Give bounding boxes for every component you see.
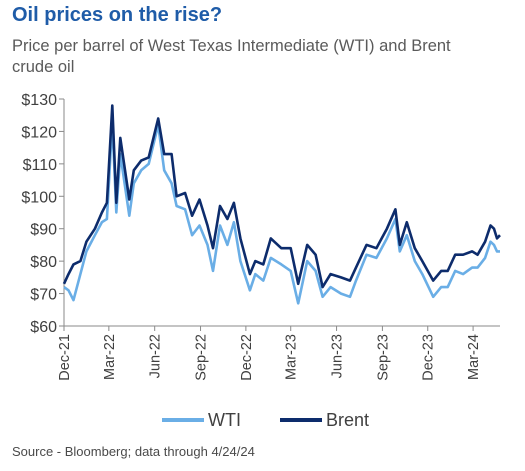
legend-label-wti: WTI <box>208 410 241 430</box>
x-tick-label: Jun-23 <box>330 334 346 378</box>
y-tick-label: $90 <box>30 222 57 239</box>
x-axis: Dec-21 Mar-22 Jun-22 Sep-22 Dec-22 Mar-23 Jun-… <box>57 325 500 381</box>
series-lines <box>62 104 501 305</box>
y-tick-label: $60 <box>30 319 57 336</box>
x-tick-label: Sep-23 <box>375 334 391 381</box>
legend-item-wti: WTI <box>162 410 241 430</box>
x-tick-labels: Dec-21 Mar-22 Jun-22 Sep-22 Dec-22 Mar-23 Jun-… <box>57 326 482 381</box>
y-tick-label: $100 <box>21 189 57 206</box>
x-tick-label: Jun-22 <box>148 334 164 378</box>
x-tick-label: Sep-22 <box>194 334 210 381</box>
y-tick-label: $80 <box>30 254 57 271</box>
x-tick-label: Mar-23 <box>284 334 300 380</box>
y-tick-label: $120 <box>21 124 57 141</box>
x-tick-label: Dec-22 <box>239 334 255 381</box>
y-tick-label: $70 <box>30 287 57 304</box>
y-tick-label: $130 <box>21 92 57 109</box>
x-tick-label: Mar-22 <box>102 334 118 380</box>
x-tick-label: Mar-24 <box>466 334 482 380</box>
chart-subtitle: Price per barrel of West Texas Intermedi… <box>12 37 451 76</box>
x-tick-label: Dec-23 <box>421 334 437 381</box>
y-tick-labels: $60 $70 $80 $90 $100 $110 $120 $130 <box>21 92 64 336</box>
series-line-brent <box>62 104 501 289</box>
y-tick-label: $110 <box>23 157 58 174</box>
series-line-wti <box>63 120 500 305</box>
chart-title: Oil prices on the rise? <box>12 4 223 26</box>
legend-item-brent: Brent <box>280 410 369 430</box>
y-axis: $60 $70 $80 $90 $100 $110 $120 $130 <box>21 92 65 336</box>
legend-label-brent: Brent <box>326 410 369 430</box>
x-tick-label: Dec-21 <box>57 334 73 381</box>
legend: WTI Brent <box>162 410 369 430</box>
source-note: Source - Bloomberg; data through 4/24/24 <box>12 444 255 459</box>
